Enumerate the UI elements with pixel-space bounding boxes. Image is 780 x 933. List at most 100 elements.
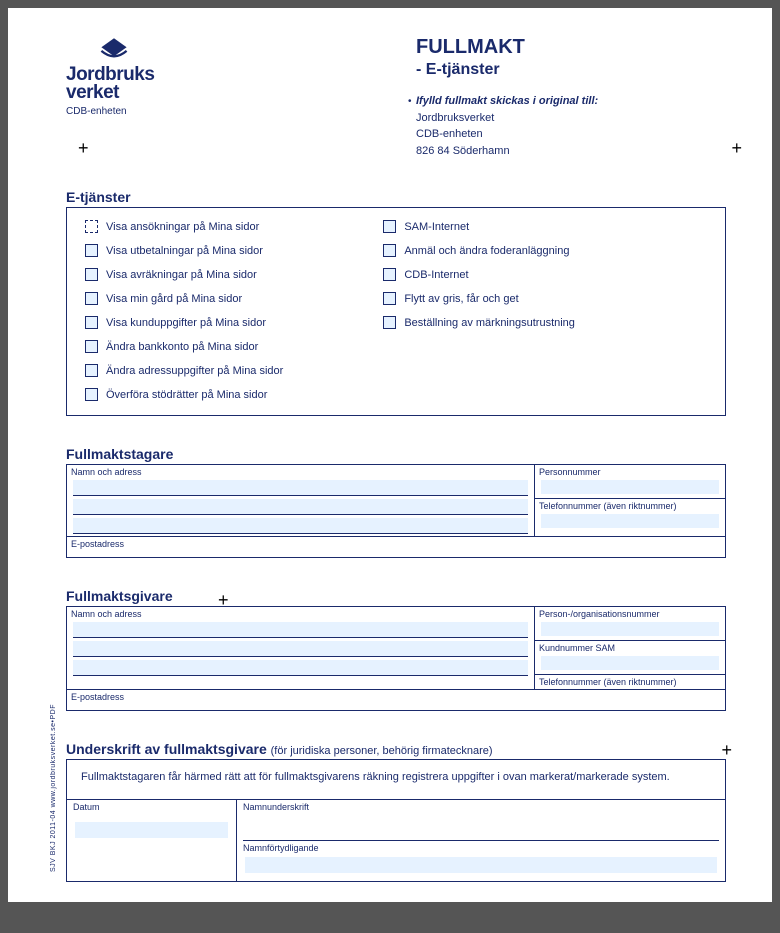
checkbox-icon[interactable] <box>383 220 396 233</box>
title-block: FULLMAKT - E-tjänster Ifylld fullmakt sk… <box>416 36 598 159</box>
signature-box: Fullmaktstagaren får härmed rätt att för… <box>66 759 726 882</box>
label-phone: Telefonnummer (även riktnummer) <box>539 501 721 511</box>
service-item[interactable]: Ändra adressuppgifter på Mina sidor <box>85 364 283 377</box>
service-item[interactable]: Visa utbetalningar på Mina sidor <box>85 244 283 257</box>
checkbox-icon[interactable] <box>85 268 98 281</box>
send-l3: 826 84 Söderhamn <box>416 143 598 160</box>
taker-right: Personnummer Telefonnummer (även riktnum… <box>535 465 725 536</box>
label-clarif: Namnförtydligande <box>243 840 719 853</box>
label-name-addr: Namn och adress <box>71 467 530 477</box>
service-label: Visa min gård på Mina sidor <box>106 293 242 305</box>
input-line[interactable] <box>73 499 528 515</box>
service-label: Visa kunduppgifter på Mina sidor <box>106 317 266 329</box>
taker-box: Namn och adress Personnummer Telefonnumm… <box>66 464 726 558</box>
checkbox-icon[interactable] <box>85 292 98 305</box>
checkbox-icon[interactable] <box>383 316 396 329</box>
crop-mark: + <box>218 590 229 611</box>
input-block[interactable] <box>541 480 719 494</box>
crop-mark: + <box>731 138 742 159</box>
checkbox-icon[interactable] <box>85 244 98 257</box>
page-subtitle: - E-tjänster <box>416 61 598 79</box>
services-col-right: SAM-Internet Anmäl och ändra foderanlägg… <box>383 220 575 401</box>
sign-title-main: Underskrift av fullmaktsgivare <box>66 741 267 757</box>
sign-title-sub: (för juridiska personer, behörig firmate… <box>271 745 493 757</box>
service-label: Visa utbetalningar på Mina sidor <box>106 245 263 257</box>
logo-icon <box>96 36 132 64</box>
input-block[interactable] <box>75 822 228 838</box>
service-label: Ändra bankkonto på Mina sidor <box>106 341 258 353</box>
service-item[interactable]: Ändra bankkonto på Mina sidor <box>85 340 283 353</box>
side-reference: SJV BKJ 2011-04 www.jordbruksverket.se•P… <box>50 704 57 872</box>
giver-box: Namn och adress Person-/organisationsnum… <box>66 606 726 711</box>
giver-name-addr: Namn och adress <box>67 607 535 689</box>
checkbox-icon[interactable] <box>383 268 396 281</box>
checkbox-icon[interactable] <box>85 388 98 401</box>
label-name-addr: Namn och adress <box>71 609 530 619</box>
service-label: Flytt av gris, får och get <box>404 293 518 305</box>
input-line[interactable] <box>73 660 528 676</box>
checkbox-icon[interactable] <box>85 220 98 233</box>
services-box: Visa ansökningar på Mina sidor Visa utbe… <box>66 207 726 416</box>
service-item[interactable]: SAM-Internet <box>383 220 575 233</box>
service-item[interactable]: Visa kunduppgifter på Mina sidor <box>85 316 283 329</box>
input-block[interactable] <box>541 656 719 670</box>
label-email: E-postadress <box>71 539 721 549</box>
service-item[interactable]: Flytt av gris, får och get <box>383 292 575 305</box>
section-taker-title: Fullmaktstagare <box>66 446 726 462</box>
logo-sub: CDB-enheten <box>66 106 186 117</box>
label-date: Datum <box>73 802 230 812</box>
logo-text-2: verket <box>66 84 186 102</box>
service-label: Visa avräkningar på Mina sidor <box>106 269 257 281</box>
input-line[interactable] <box>73 518 528 534</box>
label-kundnr: Kundnummer SAM <box>539 643 721 653</box>
input-line[interactable] <box>73 480 528 496</box>
date-cell: Datum <box>67 800 237 881</box>
service-label: Beställning av märkningsutrustning <box>404 317 575 329</box>
label-signature: Namnunderskrift <box>243 802 719 812</box>
services-col-left: Visa ansökningar på Mina sidor Visa utbe… <box>85 220 283 401</box>
section-services-title: E-tjänster <box>66 189 726 205</box>
crop-mark: + <box>721 740 732 761</box>
service-label: CDB-Internet <box>404 269 468 281</box>
checkbox-icon[interactable] <box>383 244 396 257</box>
label-orgnr: Person-/organisationsnummer <box>539 609 721 619</box>
service-item[interactable]: Beställning av märkningsutrustning <box>383 316 575 329</box>
dot: • <box>408 96 412 107</box>
service-item[interactable]: Visa min gård på Mina sidor <box>85 292 283 305</box>
taker-email-row: E-postadress <box>67 536 725 557</box>
service-item[interactable]: Överföra stödrätter på Mina sidor <box>85 388 283 401</box>
section-sign-title: Underskrift av fullmaktsgivare (för juri… <box>66 741 726 757</box>
label-email: E-postadress <box>71 692 721 702</box>
giver-right: Person-/organisationsnummer Kundnummer S… <box>535 607 725 689</box>
page-title: FULLMAKT <box>416 36 598 59</box>
input-block[interactable] <box>541 622 719 636</box>
giver-email-row: E-postadress <box>67 689 725 710</box>
header: Jordbruks verket CDB-enheten FULLMAKT - … <box>66 36 726 159</box>
label-phone: Telefonnummer (även riktnummer) <box>539 677 721 687</box>
checkbox-icon[interactable] <box>85 316 98 329</box>
service-label: Överföra stödrätter på Mina sidor <box>106 389 267 401</box>
signature-text: Fullmaktstagaren får härmed rätt att för… <box>67 760 725 799</box>
service-label: Ändra adressuppgifter på Mina sidor <box>106 365 283 377</box>
input-block[interactable] <box>541 514 719 528</box>
send-l1: Jordbruksverket <box>416 110 598 127</box>
send-block: Ifylld fullmakt skickas i original till:… <box>416 93 598 159</box>
signature-cell: Namnunderskrift Namnförtydligande <box>237 800 725 881</box>
service-item[interactable]: Visa ansökningar på Mina sidor <box>85 220 283 233</box>
input-line[interactable] <box>73 622 528 638</box>
service-label: Anmäl och ändra foderanläggning <box>404 245 569 257</box>
service-item[interactable]: CDB-Internet <box>383 268 575 281</box>
page: • Jordbruks verket CDB-enheten FULLMAKT … <box>8 8 772 902</box>
send-head: Ifylld fullmakt skickas i original till: <box>416 93 598 110</box>
service-label: SAM-Internet <box>404 221 469 233</box>
service-item[interactable]: Anmäl och ändra foderanläggning <box>383 244 575 257</box>
checkbox-icon[interactable] <box>85 364 98 377</box>
label-personnr: Personnummer <box>539 467 721 477</box>
crop-mark: + <box>78 138 89 159</box>
checkbox-icon[interactable] <box>383 292 396 305</box>
input-block[interactable] <box>245 857 717 873</box>
service-item[interactable]: Visa avräkningar på Mina sidor <box>85 268 283 281</box>
section-giver-title: Fullmaktsgivare <box>66 588 726 604</box>
input-line[interactable] <box>73 641 528 657</box>
checkbox-icon[interactable] <box>85 340 98 353</box>
